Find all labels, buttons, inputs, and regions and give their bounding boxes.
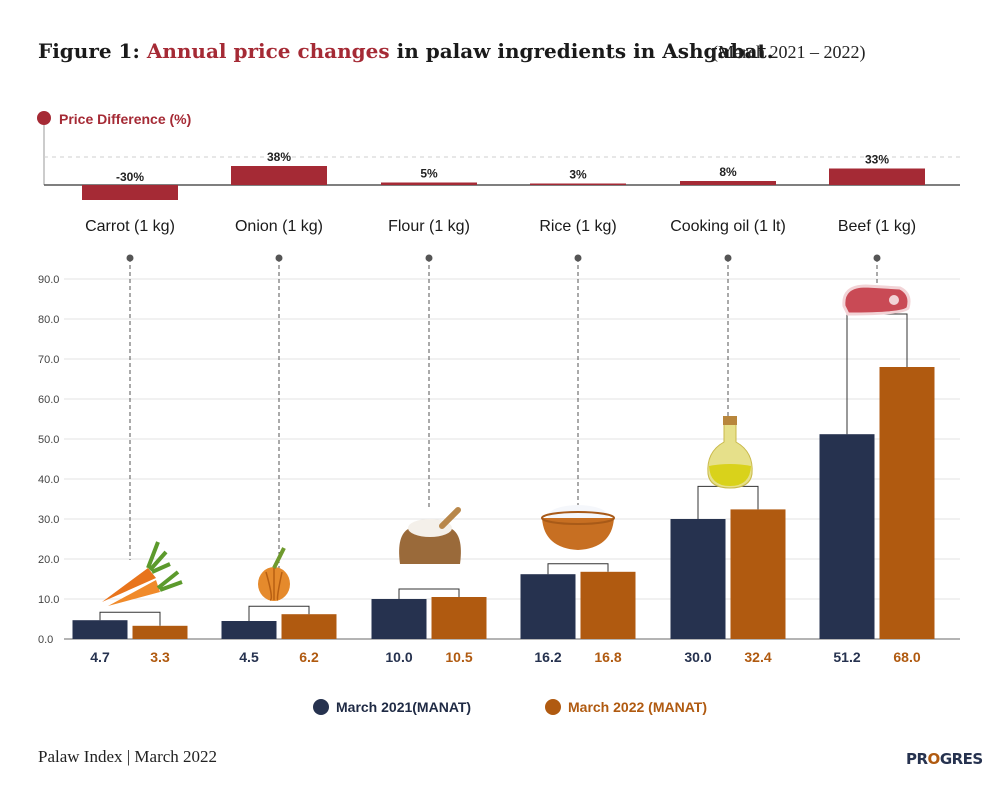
onion-icon: [258, 547, 290, 601]
figure-title: Figure 1: Annual price changes in palaw …: [38, 39, 774, 63]
y-tick-label: 50.0: [38, 434, 59, 446]
y-tick-label: 70.0: [38, 354, 59, 366]
diff-label: 5%: [420, 167, 438, 181]
leader-dot: [724, 254, 732, 262]
bar-march-2022: [730, 509, 786, 639]
price-difference-title: Price Difference (%): [59, 111, 191, 127]
pair-bracket: [398, 588, 460, 599]
diff-bar: [829, 168, 925, 185]
diff-bar: [680, 181, 776, 185]
connectors: [99, 254, 908, 626]
bar-value-label: 68.0: [893, 649, 920, 665]
category-label: Beef (1 kg): [838, 218, 916, 235]
diff-bar: [82, 185, 178, 200]
bar-march-2022: [879, 367, 935, 639]
bar-march-2021: [520, 574, 576, 639]
bar-march-2022: [431, 597, 487, 639]
y-tick-label: 10.0: [38, 594, 59, 606]
leader-dot: [574, 254, 582, 262]
category-label: Carrot (1 kg): [85, 218, 175, 235]
diff-label: 33%: [865, 153, 889, 167]
bar-march-2021: [221, 621, 277, 639]
y-tick-label: 30.0: [38, 514, 59, 526]
diff-label: 38%: [267, 150, 291, 164]
diff-bar: [530, 183, 626, 185]
legend: March 2021(MANAT) March 2022 (MANAT): [313, 699, 707, 715]
leader-dot: [425, 254, 433, 262]
category-label: Cooking oil (1 lt): [670, 218, 786, 235]
value-labels: 4.7 3.3 4.5 6.2 10.0 10.5 16.2 16.8 30.0 32.4 51.2…: [90, 649, 921, 665]
carrot-icon: [102, 541, 183, 606]
diff-label: 3%: [569, 168, 587, 182]
title-highlight: Annual price changes: [146, 39, 390, 63]
diff-label: -30%: [116, 170, 144, 184]
bar-value-label: 10.5: [445, 649, 472, 665]
y-tick-label: 40.0: [38, 474, 59, 486]
bar-value-label: 3.3: [150, 649, 170, 665]
pair-bracket: [547, 563, 609, 575]
category-label: Flour (1 kg): [388, 218, 470, 235]
bar-value-label: 4.5: [239, 649, 259, 665]
bar-value-label: 10.0: [385, 649, 412, 665]
main-chart-grid: 0.0 10.0 20.0 30.0 40.0 50.0 60.0 70.0 80.0 90.0: [38, 274, 960, 646]
diff-bar: [381, 182, 477, 185]
ingredient-icons: [102, 284, 911, 606]
category-label: Rice (1 kg): [539, 218, 616, 235]
brand-logo: PROGRES: [906, 750, 983, 768]
bar-march-2022: [580, 571, 636, 639]
title-range: (March 2021 – 2022): [712, 42, 865, 63]
diff-bar: [231, 166, 327, 185]
title-prefix: Figure 1:: [38, 39, 147, 63]
price-difference-chart: Price Difference (%) -30% Carrot (1 kg) 38…: [37, 111, 960, 235]
title-rest: in palaw ingredients in Ashgabat.: [390, 39, 774, 63]
legend-2022-label: March 2022 (MANAT): [568, 699, 707, 715]
flour-sack-icon: [399, 507, 461, 564]
legend-2021-label: March 2021(MANAT): [336, 699, 471, 715]
bar-value-label: 30.0: [684, 649, 711, 665]
y-tick-label: 90.0: [38, 274, 59, 286]
legend-2022-swatch: [545, 699, 561, 715]
beef-steak-icon: [842, 284, 911, 316]
leader-dot: [275, 254, 283, 262]
y-tick-label: 0.0: [38, 634, 53, 646]
oil-bottle-icon: [707, 416, 753, 489]
bar-march-2021: [72, 620, 128, 639]
legend-2021-swatch: [313, 699, 329, 715]
y-tick-label: 20.0: [38, 554, 59, 566]
bar-value-label: 16.2: [534, 649, 561, 665]
price-difference-marker: [37, 111, 51, 125]
rice-bowl-icon: [541, 505, 615, 550]
pair-bracket: [99, 611, 161, 626]
diff-label: 8%: [719, 165, 737, 179]
pair-bracket: [248, 605, 310, 621]
y-tick-label: 60.0: [38, 394, 59, 406]
bar-value-label: 32.4: [744, 649, 771, 665]
main-chart-bars: [72, 367, 935, 639]
bar-value-label: 16.8: [594, 649, 621, 665]
bar-value-label: 51.2: [833, 649, 860, 665]
bar-march-2022: [281, 614, 337, 639]
bar-value-label: 6.2: [299, 649, 319, 665]
bar-march-2022: [132, 625, 188, 639]
category-label: Onion (1 kg): [235, 218, 323, 235]
bar-march-2021: [371, 599, 427, 639]
bar-value-label: 4.7: [90, 649, 110, 665]
bar-march-2021: [670, 519, 726, 639]
leader-dot: [873, 254, 881, 262]
y-tick-label: 80.0: [38, 314, 59, 326]
footer-text: Palaw Index | March 2022: [38, 747, 217, 766]
bar-march-2021: [819, 434, 875, 639]
leader-dot: [126, 254, 134, 262]
